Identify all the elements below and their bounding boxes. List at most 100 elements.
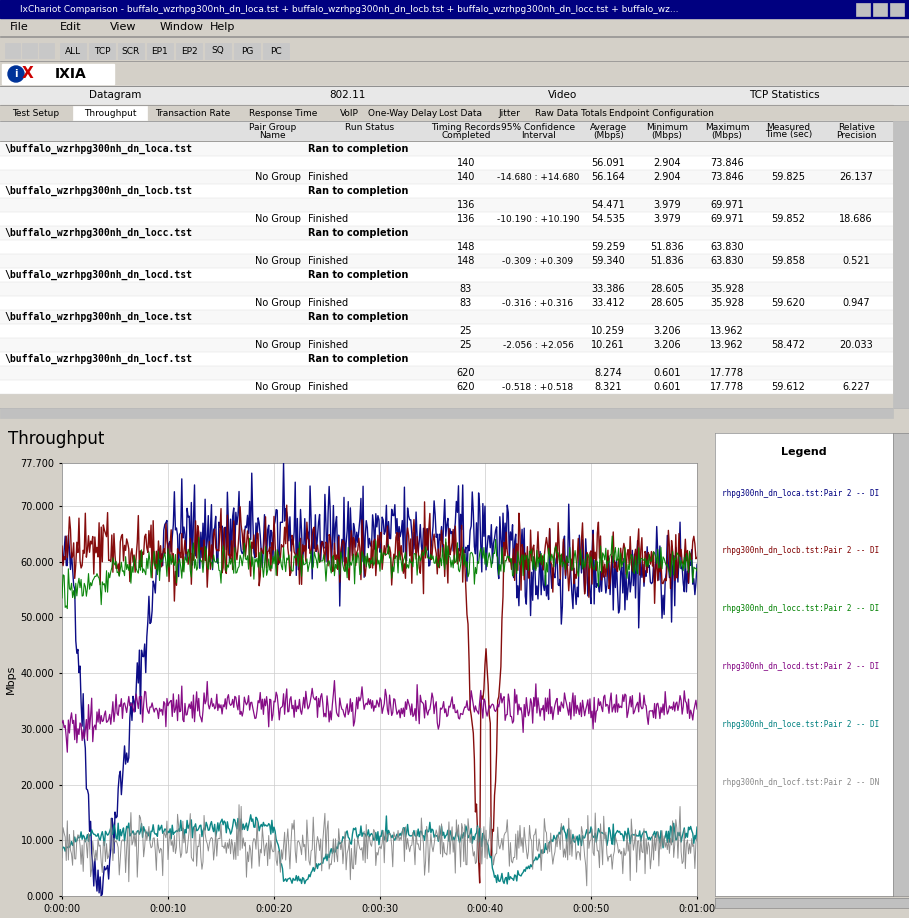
Text: -0.316 : +0.316: -0.316 : +0.316 bbox=[503, 298, 574, 308]
Text: SQ: SQ bbox=[212, 47, 225, 55]
Text: VoIP: VoIP bbox=[340, 108, 359, 118]
Bar bbox=[0, 226, 893, 240]
Text: Test Setup: Test Setup bbox=[13, 108, 60, 118]
Text: Finished: Finished bbox=[308, 298, 348, 308]
Text: Interval: Interval bbox=[521, 130, 556, 140]
Text: 28.605: 28.605 bbox=[650, 284, 684, 294]
Text: 6.227: 6.227 bbox=[842, 382, 870, 392]
Text: Datagram: Datagram bbox=[89, 91, 141, 100]
Bar bbox=[0, 310, 893, 324]
Bar bbox=[205, 43, 231, 59]
Bar bbox=[39, 43, 54, 58]
Bar bbox=[149, 106, 237, 120]
Bar bbox=[0, 408, 893, 418]
Text: 17.778: 17.778 bbox=[710, 382, 744, 392]
Text: Finished: Finished bbox=[308, 214, 348, 224]
Text: SCR: SCR bbox=[122, 47, 140, 55]
Text: No Group: No Group bbox=[255, 214, 301, 224]
Text: 73.846: 73.846 bbox=[710, 172, 744, 182]
Text: Legend: Legend bbox=[781, 447, 827, 457]
Bar bbox=[239, 106, 327, 120]
Text: 3.206: 3.206 bbox=[654, 340, 681, 350]
Bar bbox=[118, 43, 144, 59]
Bar bbox=[757, 121, 820, 141]
Y-axis label: Mbps: Mbps bbox=[6, 665, 16, 694]
Text: Measured: Measured bbox=[766, 122, 811, 131]
Text: 148: 148 bbox=[457, 242, 475, 252]
Text: rhpg300nh_dn_loca.tst:Pair 2 -- DI: rhpg300nh_dn_loca.tst:Pair 2 -- DI bbox=[722, 488, 879, 498]
Text: 33.386: 33.386 bbox=[591, 284, 624, 294]
Text: \buffalo_wzrhpg300nh_dn_locf.tst: \buffalo_wzrhpg300nh_dn_locf.tst bbox=[4, 354, 192, 364]
Bar bbox=[637, 121, 697, 141]
Text: 54.535: 54.535 bbox=[591, 214, 625, 224]
Text: No Group: No Group bbox=[255, 256, 301, 266]
Text: 148: 148 bbox=[457, 256, 475, 266]
Text: ALL: ALL bbox=[65, 47, 81, 55]
Text: 33.412: 33.412 bbox=[591, 298, 624, 308]
Text: Window: Window bbox=[160, 23, 204, 32]
Text: 59.825: 59.825 bbox=[771, 172, 805, 182]
Bar bbox=[0, 418, 909, 918]
Text: -0.309 : +0.309: -0.309 : +0.309 bbox=[503, 256, 574, 265]
Text: 140: 140 bbox=[457, 158, 475, 168]
Bar bbox=[0, 366, 893, 380]
Text: No Group: No Group bbox=[255, 298, 301, 308]
Bar bbox=[0, 37, 909, 61]
Text: 69.971: 69.971 bbox=[710, 200, 744, 210]
Text: 25: 25 bbox=[460, 340, 473, 350]
Text: 17.778: 17.778 bbox=[710, 368, 744, 378]
Text: rhpg300nh_dn_locf.tst:Pair 2 -- DN: rhpg300nh_dn_locf.tst:Pair 2 -- DN bbox=[722, 778, 879, 787]
Bar bbox=[0, 86, 230, 105]
Text: 26.137: 26.137 bbox=[839, 172, 873, 182]
Text: No Group: No Group bbox=[255, 382, 301, 392]
Text: X: X bbox=[22, 66, 34, 82]
Text: 136: 136 bbox=[457, 214, 475, 224]
Text: 35.928: 35.928 bbox=[710, 298, 744, 308]
Text: No Group: No Group bbox=[255, 340, 301, 350]
Text: EP1: EP1 bbox=[152, 47, 168, 55]
Text: Jitter: Jitter bbox=[498, 108, 520, 118]
Text: (Mbps): (Mbps) bbox=[712, 130, 743, 140]
Bar bbox=[0, 184, 893, 198]
Text: Finished: Finished bbox=[308, 382, 348, 392]
Bar bbox=[0, 121, 240, 141]
Text: \buffalo_wzrhpg300nh_dn_locb.tst: \buffalo_wzrhpg300nh_dn_locb.tst bbox=[4, 185, 192, 196]
Bar bbox=[0, 324, 893, 338]
Text: 620: 620 bbox=[456, 368, 475, 378]
Circle shape bbox=[8, 66, 24, 82]
Text: -0.518 : +0.518: -0.518 : +0.518 bbox=[503, 383, 574, 391]
Text: Edit: Edit bbox=[60, 23, 82, 32]
Text: 802.11: 802.11 bbox=[329, 91, 365, 100]
Text: Maximum: Maximum bbox=[704, 122, 749, 131]
Text: \buffalo_wzrhpg300nh_dn_loca.tst: \buffalo_wzrhpg300nh_dn_loca.tst bbox=[4, 144, 192, 154]
Text: rhpg300nh_dn_locb.tst:Pair 2 -- DI: rhpg300nh_dn_locb.tst:Pair 2 -- DI bbox=[722, 546, 879, 555]
Bar bbox=[0, 62, 909, 86]
Text: 2.904: 2.904 bbox=[654, 158, 681, 168]
Text: \buffalo_wzrhpg300nh_dn_loce.tst: \buffalo_wzrhpg300nh_dn_loce.tst bbox=[4, 312, 192, 322]
Text: 54.471: 54.471 bbox=[591, 200, 625, 210]
Text: rhpg300nh_dn_locd.tst:Pair 2 -- DI: rhpg300nh_dn_locd.tst:Pair 2 -- DI bbox=[722, 662, 879, 671]
Text: 140: 140 bbox=[457, 172, 475, 182]
Text: Video: Video bbox=[548, 91, 577, 100]
Bar bbox=[612, 106, 710, 120]
Text: IXIA: IXIA bbox=[55, 67, 86, 81]
Text: 20.033: 20.033 bbox=[839, 340, 873, 350]
Bar bbox=[0, 121, 893, 141]
Text: IxChariot Comparison - buffalo_wzrhpg300nh_dn_loca.tst + buffalo_wzrhpg300nh_dn_: IxChariot Comparison - buffalo_wzrhpg300… bbox=[20, 5, 678, 14]
Bar bbox=[60, 43, 86, 59]
Text: 25: 25 bbox=[460, 326, 473, 336]
Text: 56.164: 56.164 bbox=[591, 172, 624, 182]
Text: TCP Statistics: TCP Statistics bbox=[749, 91, 820, 100]
Bar bbox=[0, 268, 893, 282]
Bar bbox=[0, 282, 893, 296]
Bar bbox=[0, 240, 893, 254]
Text: 63.830: 63.830 bbox=[710, 242, 744, 252]
Bar bbox=[580, 121, 637, 141]
Text: Run Status: Run Status bbox=[345, 122, 395, 131]
Bar bbox=[0, 170, 893, 184]
Text: 95% Confidence: 95% Confidence bbox=[502, 122, 575, 131]
Text: Response Time: Response Time bbox=[249, 108, 317, 118]
Bar bbox=[0, 212, 893, 226]
Text: Ran to completion: Ran to completion bbox=[308, 270, 408, 280]
Text: 3.979: 3.979 bbox=[654, 214, 681, 224]
